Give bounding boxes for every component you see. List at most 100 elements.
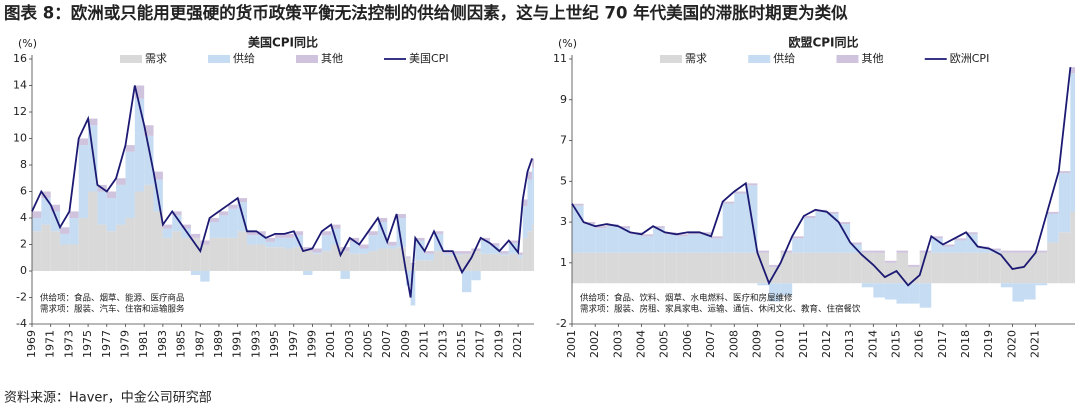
bar-segment [293, 231, 304, 236]
bar-segment [653, 228, 665, 253]
bar-segment [410, 271, 416, 306]
bar-segment [134, 191, 145, 271]
bar-segment [415, 237, 425, 241]
bar-segment [32, 231, 42, 271]
bar-segment [284, 248, 294, 271]
bar-segment [312, 253, 322, 271]
bar-segment [977, 252, 990, 284]
bar-segment [583, 252, 596, 284]
bar-segment [443, 251, 453, 254]
bar-segment [405, 256, 411, 258]
bar-segment [41, 198, 51, 225]
bar-segment [687, 234, 700, 253]
bar-segment [331, 228, 341, 245]
bar-segment [884, 260, 897, 263]
bar-segment [757, 250, 770, 253]
y-tick-label: 1 [560, 256, 567, 269]
bar-segment [88, 118, 98, 126]
bar-segment [162, 228, 173, 238]
bar-segment [815, 211, 827, 253]
bar-segment [340, 271, 350, 279]
y-tick-label: -2 [556, 317, 567, 330]
bar-segment [527, 171, 533, 180]
y-tick-label: 6 [20, 185, 27, 198]
note: 需求项：服装、汽车、住宿和运输服务 [40, 304, 185, 315]
x-tick-label: 2021 [511, 330, 524, 358]
y-unit: (%) [18, 37, 37, 50]
x-tick-label: 1971 [44, 330, 57, 358]
bar-segment [508, 243, 519, 254]
bar-segment [480, 240, 491, 254]
x-tick-label: 2009 [750, 330, 763, 358]
bar-segment [218, 215, 229, 238]
bar-segment [387, 241, 397, 246]
bar-segment [722, 201, 735, 204]
bar-segment [181, 228, 191, 238]
bar-segment [443, 255, 453, 271]
x-tick-label: 1989 [212, 330, 225, 358]
legend-label: 供给 [233, 51, 255, 65]
bar-segment [722, 203, 735, 253]
note: 供给项：食品、饮料、烟草、水电燃料、医疗和房屋维修 [580, 293, 793, 304]
bar-segment [153, 171, 163, 180]
bar-segment [172, 231, 182, 271]
bar-segment [97, 191, 107, 225]
bar-segment [1024, 250, 1036, 253]
bar-segment [349, 241, 360, 254]
bar-segment [989, 248, 1001, 251]
page-title: 图表 8：欧洲或只能用更强硬的货币政策平衡无法控制的供给侧因素，这与上世纪 70… [4, 3, 848, 23]
y-tick-label: 5 [560, 174, 567, 187]
bar-segment [931, 238, 943, 253]
bar-segment [861, 283, 874, 288]
bar-segment [116, 178, 126, 185]
bar-segment [424, 253, 434, 261]
bar-segment [265, 241, 276, 248]
bar-segment [368, 235, 378, 252]
bar-segment [218, 211, 229, 216]
bar-segment [676, 236, 688, 253]
bar-segment [443, 253, 453, 256]
bar-segment [850, 242, 862, 245]
bar-segment [908, 264, 920, 267]
bar-segment [931, 252, 943, 284]
y-tick-label: 0 [20, 264, 27, 277]
x-tick-label: 2001 [565, 330, 578, 358]
bar-segment [1024, 252, 1036, 284]
x-tick-label: 1993 [249, 330, 262, 358]
bar-segment [687, 232, 700, 235]
x-tick-label: 2008 [727, 330, 740, 358]
bar-segment [60, 233, 70, 245]
bar-segment [247, 235, 257, 245]
bar-segment [954, 238, 967, 241]
bar-segment [629, 234, 642, 253]
cpi-line [31, 85, 533, 298]
bar-segment [190, 271, 201, 275]
bar-segment [32, 218, 42, 232]
bar-segment [919, 250, 932, 253]
bar-segment [265, 247, 276, 271]
bar-segment [490, 253, 500, 271]
bar-segment [780, 283, 793, 296]
bar-segment [908, 283, 920, 304]
bar-segment [452, 253, 463, 256]
y-tick-label: 12 [13, 105, 27, 118]
bar-segment [838, 222, 851, 225]
bar-segment [162, 224, 173, 229]
x-tick-label: 1985 [175, 330, 188, 358]
bar-segment [256, 231, 266, 236]
bar-segment [954, 252, 967, 284]
x-tick-label: 2021 [1029, 330, 1042, 358]
legend-swatch [120, 55, 142, 63]
bar-segment [699, 234, 712, 253]
bar-segment [641, 234, 654, 237]
bar-segment [340, 251, 350, 271]
x-tick-label: 1997 [287, 330, 300, 358]
x-tick-label: 1975 [81, 330, 94, 358]
bar-segment [415, 260, 425, 271]
x-tick-label: 2002 [588, 330, 601, 358]
x-tick-label: 2005 [362, 330, 375, 358]
bar-segment [405, 257, 411, 271]
legend-swatch [296, 55, 318, 63]
bar-segment [60, 244, 70, 271]
bar-segment [676, 252, 688, 284]
